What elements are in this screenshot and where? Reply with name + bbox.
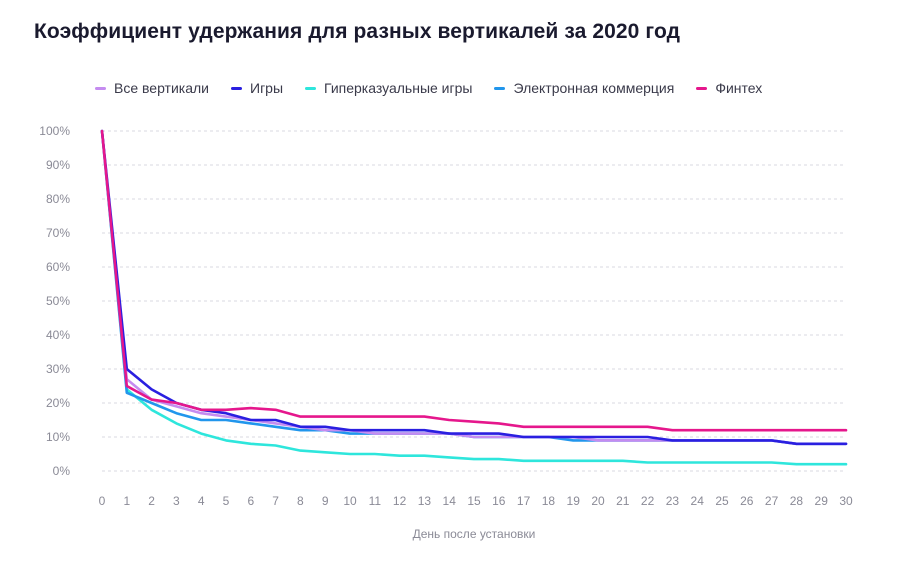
x-tick-label: 0 bbox=[99, 494, 106, 508]
x-tick-label: 2 bbox=[148, 494, 155, 508]
chart-title: Коэффициент удержания для разных вертика… bbox=[34, 20, 681, 43]
legend-item: Финтех bbox=[696, 80, 762, 96]
legend: Все вертикали Игры Гиперказуальные игры Эле… bbox=[95, 80, 762, 96]
y-tick-label: 100% bbox=[39, 124, 70, 138]
x-tick-label: 11 bbox=[369, 494, 382, 508]
legend-label: Гиперказуальные игры bbox=[324, 80, 473, 96]
x-tick-label: 6 bbox=[247, 494, 254, 508]
legend-swatch bbox=[494, 86, 506, 90]
x-tick-label: 29 bbox=[815, 494, 829, 508]
x-tick-label: 21 bbox=[616, 494, 630, 508]
legend-label: Электронная коммерция bbox=[513, 80, 675, 96]
x-tick-label: 15 bbox=[467, 494, 481, 508]
x-tick-label: 23 bbox=[666, 494, 680, 508]
y-tick-label: 70% bbox=[46, 226, 70, 240]
series-line-0 bbox=[100, 129, 848, 446]
y-tick-label: 10% bbox=[46, 430, 70, 444]
y-tick-label: 90% bbox=[46, 158, 70, 172]
x-tick-labels: 0 1 2 3 4 5 6 7 8 9 10 11 12 13 14 15 16 17 18 19 20 21 22 23 24… bbox=[99, 494, 853, 508]
legend-item: Гиперказуальные игры bbox=[305, 80, 472, 96]
legend-label: Финтех bbox=[715, 80, 763, 96]
y-tick-labels: 0% 10% 20% 30% 40% 50% 60% 70% 80% 90% 100% bbox=[39, 124, 70, 478]
legend-swatch bbox=[696, 86, 708, 90]
legend-swatch bbox=[305, 86, 317, 90]
series-line-4 bbox=[100, 129, 848, 432]
y-tick-label: 30% bbox=[46, 362, 70, 376]
x-tick-label: 26 bbox=[740, 494, 754, 508]
x-tick-label: 20 bbox=[591, 494, 605, 508]
x-tick-label: 27 bbox=[765, 494, 779, 508]
x-tick-label: 30 bbox=[839, 494, 853, 508]
x-tick-label: 25 bbox=[715, 494, 729, 508]
x-tick-label: 12 bbox=[393, 494, 407, 508]
y-tick-label: 0% bbox=[53, 464, 71, 478]
x-tick-label: 5 bbox=[223, 494, 230, 508]
y-tick-label: 20% bbox=[46, 396, 70, 410]
y-tick-label: 60% bbox=[46, 260, 70, 274]
y-tick-label: 50% bbox=[46, 294, 70, 308]
legend-item: Электронная коммерция bbox=[494, 80, 674, 96]
x-tick-label: 4 bbox=[198, 494, 205, 508]
legend-label: Все вертикали bbox=[114, 80, 209, 96]
x-tick-label: 18 bbox=[542, 494, 556, 508]
series-lines bbox=[100, 129, 848, 466]
series-line-3 bbox=[100, 129, 848, 446]
x-tick-label: 14 bbox=[443, 494, 457, 508]
x-tick-label: 17 bbox=[517, 494, 531, 508]
legend-label: Игры bbox=[250, 80, 284, 96]
x-tick-label: 3 bbox=[173, 494, 180, 508]
x-tick-label: 9 bbox=[322, 494, 329, 508]
x-tick-label: 28 bbox=[790, 494, 804, 508]
x-tick-label: 8 bbox=[297, 494, 304, 508]
y-tick-label: 40% bbox=[46, 328, 70, 342]
x-tick-label: 10 bbox=[343, 494, 357, 508]
x-axis-label: День после установки bbox=[413, 527, 536, 541]
series-line-1 bbox=[100, 129, 848, 446]
x-tick-label: 7 bbox=[272, 494, 279, 508]
legend-swatch bbox=[95, 86, 106, 90]
x-tick-label: 19 bbox=[567, 494, 581, 508]
y-tick-label: 80% bbox=[46, 192, 70, 206]
legend-item: Все вертикали bbox=[95, 80, 209, 96]
x-tick-label: 24 bbox=[691, 494, 705, 508]
x-tick-label: 16 bbox=[492, 494, 506, 508]
series-line-2 bbox=[100, 129, 848, 466]
legend-item: Игры bbox=[231, 80, 283, 96]
legend-swatch bbox=[231, 86, 242, 90]
x-tick-label: 22 bbox=[641, 494, 655, 508]
x-tick-label: 1 bbox=[123, 494, 130, 508]
x-tick-label: 13 bbox=[418, 494, 432, 508]
